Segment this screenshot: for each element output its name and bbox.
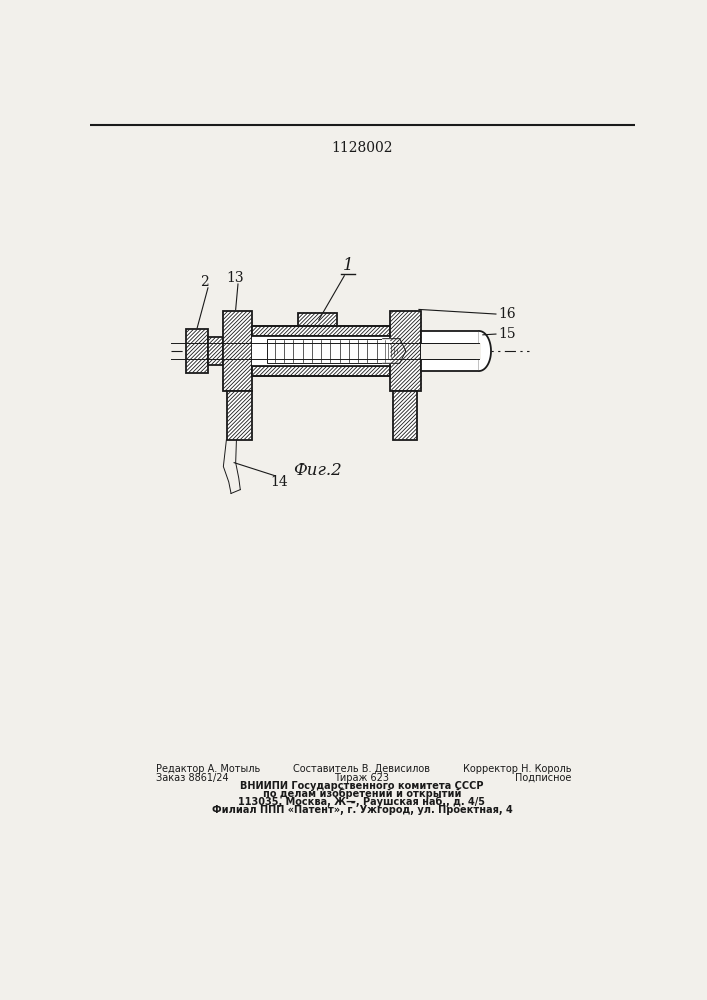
Text: Составитель В. Девисилов: Составитель В. Девисилов [293,764,431,774]
Bar [390,311,421,391]
Text: Подписное: Подписное [515,773,571,783]
Text: Корректор Н. Король: Корректор Н. Король [463,764,571,774]
Text: 13: 13 [226,271,244,285]
Text: по делам изобретений и открытий: по делам изобретений и открытий [263,789,461,799]
Bar [187,343,475,359]
Text: Филиал ППП «Патент», г. Ужгород, ул. Проектная, 4: Филиал ППП «Патент», г. Ужгород, ул. Про… [211,805,513,815]
Text: Заказ 8861/24: Заказ 8861/24 [156,773,228,783]
Bar [252,336,390,366]
Polygon shape [479,331,491,371]
Text: Тираж 623: Тираж 623 [334,773,390,783]
Text: 2: 2 [200,275,209,289]
Bar [421,331,479,371]
Bar [421,343,481,359]
Bar [252,326,390,336]
Bar [393,391,417,440]
Bar [252,366,390,376]
Bar [267,339,382,363]
Text: 1128002: 1128002 [331,141,392,155]
Polygon shape [382,339,406,363]
Bar [223,311,252,391]
Bar [227,391,252,440]
Bar [208,337,223,365]
Text: 15: 15 [498,327,516,341]
Bar [187,329,208,373]
Text: 113035, Москва, Ж—̵, Раушская наб., д. 4/5: 113035, Москва, Ж—̵, Раушская наб., д. 4… [238,796,486,807]
Text: 16: 16 [498,307,516,321]
Bar [298,312,337,326]
Text: Редактор А. Мотыль: Редактор А. Мотыль [156,764,260,774]
Text: 14: 14 [270,475,288,489]
Text: ВНИИПИ Государственного комитета СССР: ВНИИПИ Государственного комитета СССР [240,781,484,791]
Text: Фиг.2: Фиг.2 [293,462,341,479]
Text: 1: 1 [343,257,354,274]
